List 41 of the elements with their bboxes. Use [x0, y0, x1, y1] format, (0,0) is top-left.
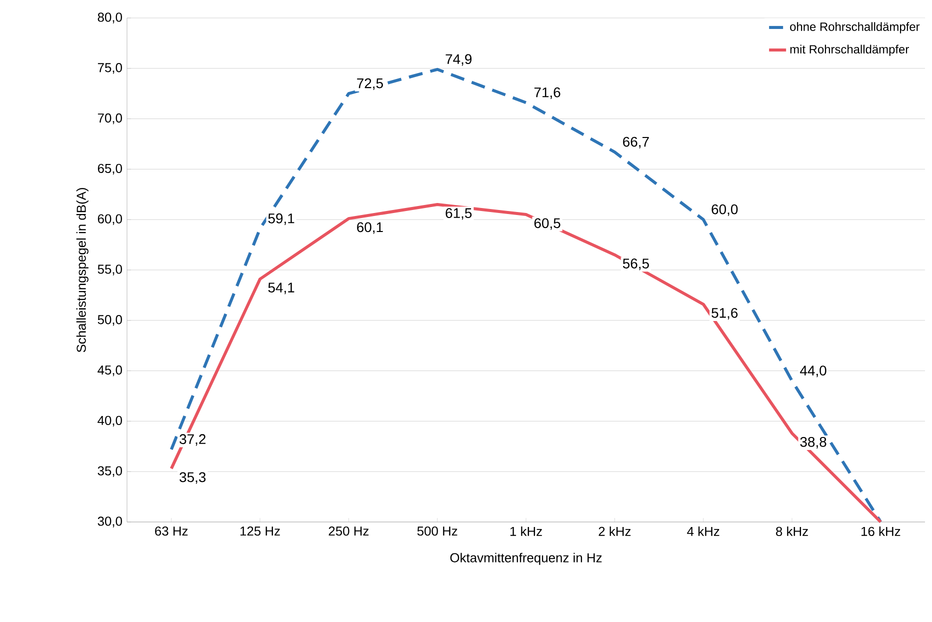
x-tick-label: 125 Hz	[240, 526, 280, 536]
y-tick-label: 55,0	[98, 264, 122, 276]
y-tick-label: 80,0	[98, 12, 122, 24]
data-label: 60,1	[357, 222, 383, 234]
x-tick-label: 16 kHz	[862, 526, 900, 536]
data-label: 56,5	[622, 258, 649, 270]
x-tick-label: 250 Hz	[328, 526, 369, 536]
data-label: 59,1	[268, 213, 294, 225]
data-label: 44,0	[800, 366, 826, 378]
data-label: 35,3	[180, 472, 206, 484]
y-tick-label: 45,0	[98, 365, 122, 376]
data-label: 60,0	[712, 204, 738, 216]
x-tick-label: 2 kHz	[598, 526, 631, 536]
data-label: 37,2	[180, 434, 206, 446]
x-tick-label: 4 kHz	[687, 526, 720, 536]
y-axis-title: Schalleistungspegel in dB(A)	[76, 188, 88, 352]
y-tick-label: 65,0	[98, 164, 122, 175]
y-tick-label: 75,0	[98, 63, 122, 74]
y-tick-label: 30,0	[98, 516, 122, 528]
y-tick-label: 60,0	[98, 214, 122, 225]
data-label: 71,6	[534, 87, 560, 99]
data-label: 61,5	[446, 208, 472, 220]
x-tick-label: 1 kHz	[510, 526, 542, 536]
legend-label: mit Rohrschalldämpfer	[790, 44, 909, 56]
x-tick-label: 63 Hz	[155, 526, 188, 536]
data-label: 72,5	[357, 78, 383, 90]
data-label: 74,9	[446, 54, 472, 66]
legend-label: ohne Rohrschalldämpfer	[790, 22, 920, 34]
y-tick-label: 40,0	[98, 416, 122, 427]
y-tick-label: 50,0	[98, 315, 122, 326]
y-tick-label: 70,0	[98, 113, 122, 124]
data-label: 66,7	[623, 136, 649, 148]
data-label: 54,1	[268, 282, 294, 294]
data-label: 38,8	[800, 436, 826, 448]
y-tick-label: 35,0	[98, 466, 122, 477]
x-axis-title: Oktavmittenfrequenz in Hz	[450, 552, 602, 565]
data-label: 60,5	[534, 218, 560, 230]
x-tick-label: 8 kHz	[776, 526, 808, 536]
line-series	[170, 68, 882, 524]
data-label: 51,6	[712, 308, 738, 320]
x-tick-label: 500 Hz	[417, 526, 458, 536]
